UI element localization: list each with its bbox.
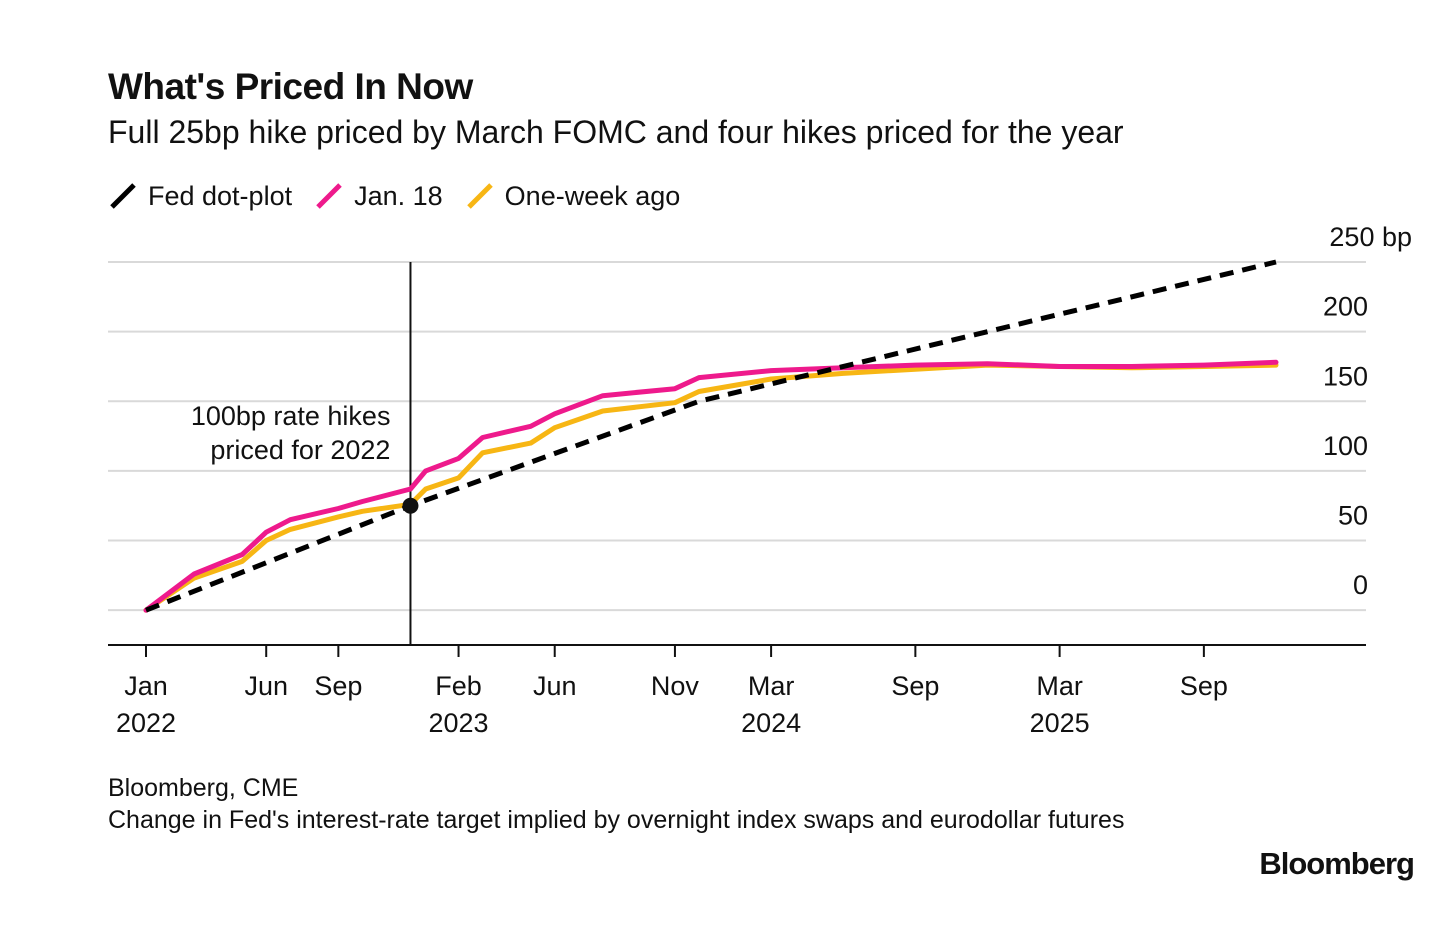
- bloomberg-logo: Bloomberg: [1259, 846, 1415, 881]
- legend-label-one-week-ago: One-week ago: [504, 180, 681, 211]
- x-tick-label: Nov: [651, 671, 700, 701]
- x-tick-label: Jun: [533, 671, 577, 701]
- y-tick-label: 200: [1323, 292, 1368, 322]
- y-tick-label: 150: [1323, 361, 1368, 391]
- y-tick-label: 100: [1323, 431, 1368, 461]
- y-tick-label: 50: [1338, 501, 1368, 531]
- x-tick-year-label: 2025: [1030, 708, 1090, 738]
- x-tick-label: Jun: [244, 671, 288, 701]
- chart-title: What's Priced In Now: [108, 66, 473, 107]
- x-tick-year-label: 2024: [741, 708, 801, 738]
- x-tick-label: Sep: [1180, 671, 1228, 701]
- legend-label-fed-dot-plot: Fed dot-plot: [148, 180, 293, 211]
- legend-item-fed-dot-plot: Fed dot-plot: [108, 181, 292, 212]
- legend-swatch-jan-18: [316, 183, 342, 209]
- legend-label-jan-18: Jan. 18: [354, 180, 443, 211]
- series-line-fed-dot-plot: [145, 259, 1277, 613]
- series-line-jan-18: [143, 359, 1279, 613]
- chart-subtitle: Full 25bp hike priced by March FOMC and …: [108, 114, 1124, 150]
- chart-note: Change in Fed's interest-rate target imp…: [108, 806, 1125, 834]
- x-tick-label: Jan: [124, 671, 168, 701]
- annotation-label: priced for 2022: [210, 435, 390, 465]
- annotation-label: 100bp rate hikes: [191, 401, 391, 431]
- x-tick-label: Feb: [435, 671, 482, 701]
- x-tick-label: Sep: [314, 671, 362, 701]
- legend-swatch-one-week-ago: [466, 183, 493, 209]
- x-tick-year-label: 2022: [116, 708, 176, 738]
- x-tick-label: Mar: [1036, 671, 1083, 701]
- legend-item-jan-18: Jan. 18: [314, 181, 443, 212]
- x-tick-label: Mar: [748, 671, 795, 701]
- legend-swatch-fed-dot-plot: [110, 183, 136, 209]
- y-tick-label: 0: [1353, 570, 1368, 600]
- chart-legend: Fed dot-plot Jan. 18 One-week ago: [108, 178, 702, 214]
- x-tick-label: Sep: [891, 671, 939, 701]
- y-tick-label: 250 bp: [1329, 222, 1412, 252]
- legend-item-one-week-ago: One-week ago: [465, 180, 681, 212]
- x-tick-year-label: 2023: [429, 708, 489, 738]
- annotation-marker: [402, 497, 419, 514]
- chart-source: Bloomberg, CME: [108, 774, 299, 802]
